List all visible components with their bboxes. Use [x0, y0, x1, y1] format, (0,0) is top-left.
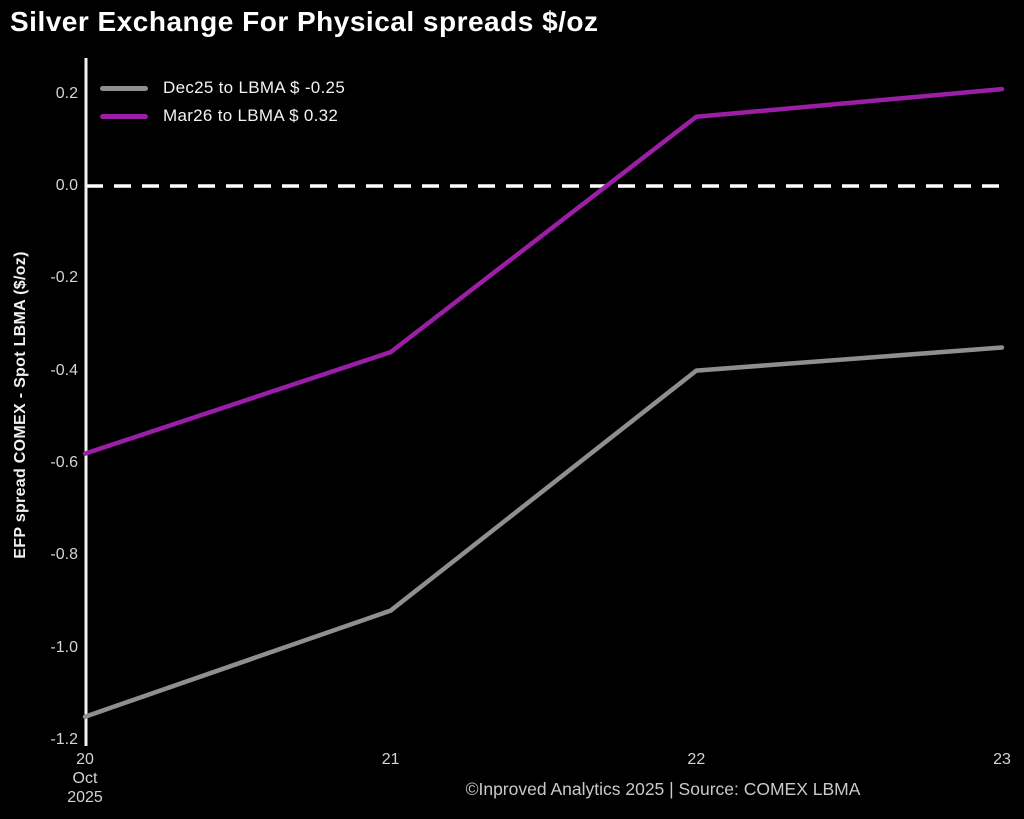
- legend-swatch-mar26-icon: [100, 113, 148, 119]
- series-line-0: [82, 345, 1005, 719]
- attribution-text: ©Inproved Analytics 2025 | Source: COMEX…: [465, 779, 861, 799]
- x-tick-label: 21: [381, 751, 400, 768]
- legend-item-mar26: Mar26 to LBMA $ 0.32: [100, 102, 345, 130]
- legend-swatch-dec25-icon: [100, 85, 148, 91]
- legend-item-dec25: Dec25 to LBMA $ -0.25: [100, 74, 345, 102]
- x-tick-label: 20 Oct 2025: [40, 750, 130, 807]
- y-tick-label: 0.2: [55, 84, 78, 102]
- x-tick-sublabel: Oct: [72, 770, 98, 787]
- y-tick-label: -1.2: [50, 730, 78, 748]
- y-tick-label: -0.4: [50, 361, 78, 379]
- x-tick-label: 23: [993, 751, 1011, 768]
- y-axis-title: EFP spread COMEX - Spot LBMA ($/oz): [12, 251, 29, 559]
- legend-label-dec25: Dec25 to LBMA $ -0.25: [163, 78, 346, 97]
- legend: Dec25 to LBMA $ -0.25 Mar26 to LBMA $ 0.…: [100, 74, 345, 130]
- y-tick-label: 0.0: [55, 177, 78, 194]
- y-tick-label: -0.8: [50, 546, 78, 564]
- x-tick-label: 22: [687, 751, 706, 768]
- y-tick-label: -0.2: [50, 269, 78, 287]
- page-title: Silver Exchange For Physical spreads $/o…: [10, 6, 599, 37]
- y-tick-label: -0.6: [50, 453, 78, 471]
- x-tick-sublabel: 2025: [67, 789, 103, 806]
- y-tick-label: -1.0: [50, 638, 78, 656]
- legend-label-mar26: Mar26 to LBMA $ 0.32: [163, 106, 339, 125]
- series-line-1: [82, 86, 1005, 456]
